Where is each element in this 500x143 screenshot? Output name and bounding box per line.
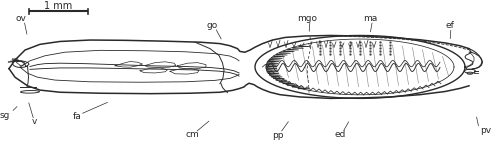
Text: cm: cm xyxy=(186,130,200,139)
Text: 1 mm: 1 mm xyxy=(44,1,72,11)
Text: pv: pv xyxy=(480,126,491,135)
Text: go: go xyxy=(207,21,218,30)
Text: pp: pp xyxy=(272,131,283,140)
Text: mgo: mgo xyxy=(298,14,318,23)
Text: ov: ov xyxy=(15,14,26,23)
Text: fa: fa xyxy=(73,112,82,121)
Text: ef: ef xyxy=(446,21,454,30)
Text: sg: sg xyxy=(0,111,10,120)
Text: ed: ed xyxy=(334,130,345,139)
Text: v: v xyxy=(32,117,36,126)
Text: ma: ma xyxy=(363,14,377,23)
